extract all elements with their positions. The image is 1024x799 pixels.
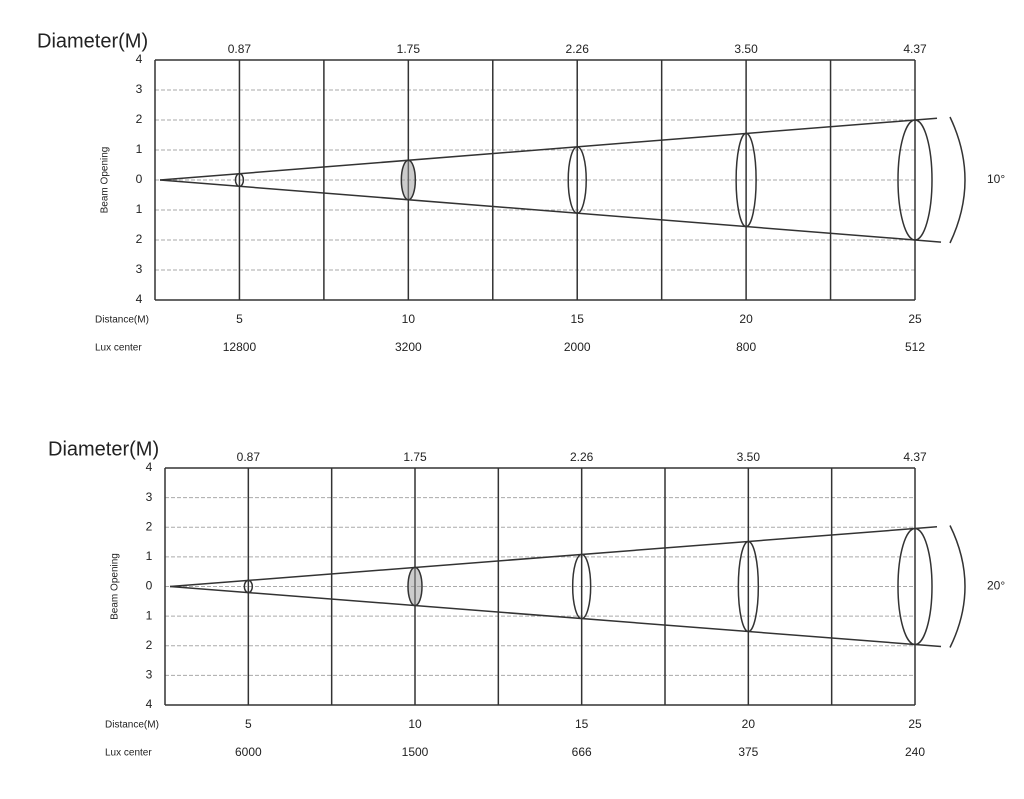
diameter-label: 1.75 <box>403 450 427 464</box>
scale-label: 2 <box>136 232 143 246</box>
lux-value: 375 <box>738 745 758 759</box>
scale-label: 2 <box>136 112 143 126</box>
angle-arc <box>949 525 966 648</box>
diameter-label: 4.37 <box>903 42 927 56</box>
lux-value: 1500 <box>402 745 429 759</box>
beam-section <box>897 119 933 241</box>
distance-value: 20 <box>739 312 753 326</box>
scale-label: 2 <box>146 638 153 652</box>
scale-label: 4 <box>146 460 153 474</box>
beam-section <box>571 553 592 620</box>
diameter-label: 3.50 <box>734 42 758 56</box>
lux-value: 3200 <box>395 340 422 354</box>
distance-value: 25 <box>908 312 922 326</box>
beam-section <box>234 172 245 188</box>
scale-label: 0 <box>146 579 153 593</box>
scale-label: 2 <box>146 519 153 533</box>
angle-label: 20° <box>987 579 1005 593</box>
row-label: Lux center <box>105 748 152 759</box>
scale-label: 4 <box>136 292 143 306</box>
beam-edge <box>169 526 938 588</box>
distance-value: 25 <box>908 717 922 731</box>
distance-value: 10 <box>402 312 416 326</box>
scale-label: 3 <box>146 490 153 504</box>
diameter-label: 0.87 <box>237 450 261 464</box>
beam-section <box>400 159 417 201</box>
diameter-label: 4.37 <box>903 450 927 464</box>
scale-label: 4 <box>136 52 143 66</box>
panel-title: Diameter(M) <box>48 438 159 460</box>
axis-label: Beam Opening <box>100 147 111 214</box>
scale-label: 3 <box>136 262 143 276</box>
axis-label: Beam Opening <box>110 553 121 620</box>
distance-value: 5 <box>236 312 243 326</box>
scale-label: 3 <box>136 82 143 96</box>
distance-value: 20 <box>742 717 756 731</box>
scale-label: 3 <box>146 668 153 682</box>
diameter-label: 3.50 <box>737 450 761 464</box>
row-label: Distance(M) <box>105 720 159 731</box>
beam-section <box>737 540 760 633</box>
beam-edge <box>159 117 938 181</box>
beam-edge <box>169 585 942 648</box>
distance-value: 10 <box>408 717 422 731</box>
lux-value: 240 <box>905 745 925 759</box>
diameter-label: 0.87 <box>228 42 252 56</box>
lux-value: 12800 <box>223 340 257 354</box>
beam-section <box>897 527 933 646</box>
scale-label: 1 <box>136 202 143 216</box>
beam-edge <box>159 179 942 243</box>
scale-label: 1 <box>146 549 153 563</box>
beam-section <box>243 579 254 594</box>
diameter-label: 2.26 <box>570 450 594 464</box>
lux-value: 512 <box>905 340 925 354</box>
angle-label: 10° <box>987 172 1005 186</box>
distance-value: 5 <box>245 717 252 731</box>
angle-arc <box>949 116 966 244</box>
lux-value: 2000 <box>564 340 591 354</box>
panel-title: Diameter(M) <box>37 30 148 52</box>
diameter-label: 2.26 <box>566 42 590 56</box>
lux-value: 800 <box>736 340 756 354</box>
scale-label: 1 <box>146 608 153 622</box>
lux-value: 666 <box>572 745 592 759</box>
beam-section <box>567 146 587 214</box>
scale-label: 4 <box>146 697 153 711</box>
beam-section <box>735 132 757 228</box>
row-label: Distance(M) <box>95 315 149 326</box>
diameter-label: 1.75 <box>397 42 421 56</box>
distance-value: 15 <box>575 717 589 731</box>
row-label: Lux center <box>95 343 142 354</box>
scale-label: 1 <box>136 142 143 156</box>
beam-section <box>407 566 423 607</box>
scale-label: 0 <box>136 172 143 186</box>
lux-value: 6000 <box>235 745 262 759</box>
distance-value: 15 <box>571 312 585 326</box>
